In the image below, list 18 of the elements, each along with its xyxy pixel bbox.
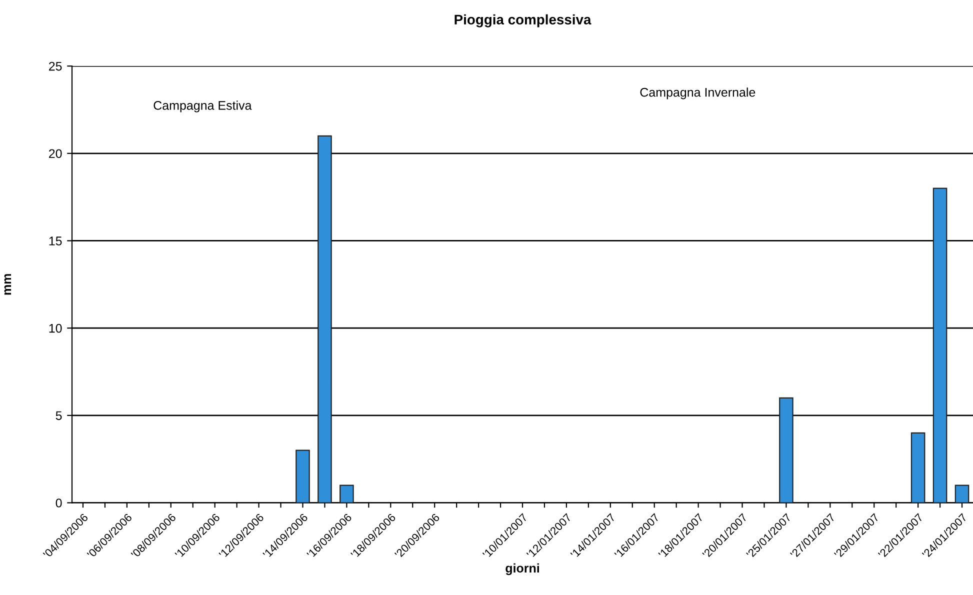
y-tick-label: 15 [49,236,62,246]
bar [340,484,354,503]
x-axis-title: giorni [506,563,539,576]
y-tick-label: 0 [56,498,62,508]
bar [296,450,310,503]
y-tick-label: 5 [56,411,62,420]
bar [779,397,794,503]
bar [954,484,970,503]
y-tick-label: 20 [49,149,62,158]
y-axis-title: mm [4,274,12,295]
chart-title: Pioggia complessiva [454,14,592,28]
annotation: Campagna Estiva [154,100,252,112]
annotation: Campagna Invernale [640,88,756,100]
bar [318,135,332,503]
y-tick-label: 25 [49,62,62,71]
y-tick-label: 10 [49,324,62,333]
bar [932,188,948,503]
bar [910,432,926,503]
